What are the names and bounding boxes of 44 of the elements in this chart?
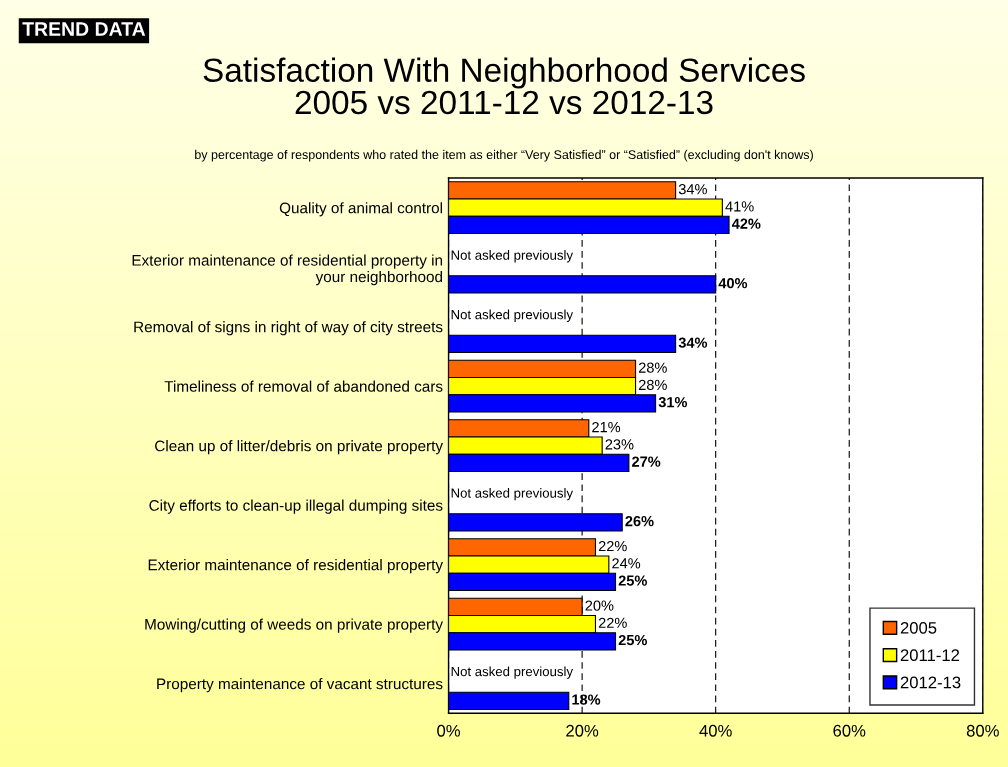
- data-label: 34%: [678, 184, 707, 195]
- x-tick-label: 60%: [833, 724, 866, 737]
- y-tick-label: Exterior maintenance of residential property: [148, 559, 443, 574]
- data-label: 23%: [605, 439, 634, 450]
- annotation: Not asked previously: [451, 309, 574, 322]
- annotation: Not asked previously: [451, 666, 574, 679]
- data-label: 24%: [612, 558, 641, 569]
- y-tick-label: Exterior maintenance of residential property in your neighborhood: [132, 254, 443, 286]
- data-label: 42%: [731, 218, 761, 229]
- y-tick-label: Removal of signs in right of way of city streets: [134, 321, 443, 336]
- data-label: 25%: [618, 634, 647, 646]
- legend-label: 2012-13: [900, 676, 961, 689]
- x-tick-label: 80%: [966, 724, 999, 737]
- bar: [448, 691, 570, 710]
- y-tick-label: Property maintenance of vacant structures: [157, 678, 443, 693]
- x-tick-label: 20%: [566, 724, 599, 737]
- data-label: 41%: [725, 201, 754, 212]
- y-tick-label: Clean up of litter/debris on private property: [155, 440, 443, 455]
- x-tick-label: 40%: [699, 724, 732, 737]
- data-label: 22%: [598, 540, 627, 552]
- x-tick-label: 0%: [437, 724, 461, 737]
- data-label: 34%: [678, 337, 708, 348]
- y-tick-label: City efforts to clean-up illegal dumping sites: [149, 499, 443, 514]
- legend-label: 2011-12: [900, 649, 960, 662]
- data-label: 40%: [718, 278, 748, 289]
- y-tick-label: Mowing/cutting of weeds on private property: [145, 618, 443, 633]
- data-label: 18%: [572, 694, 601, 705]
- data-label: 27%: [632, 456, 661, 467]
- chart-subtitle: by percentage of respondents who rated the item as either “Very Satisfied” or “Satisfied” (excluding don't knows): [195, 149, 813, 162]
- annotation: Not asked previously: [451, 250, 574, 263]
- chart-title: Satisfaction With Neighborhood Services 2005 vs 2011-12 vs 2012-13: [203, 57, 805, 115]
- data-label: 21%: [592, 421, 621, 433]
- y-tick-label: Timeliness of removal of abandoned cars: [164, 380, 443, 392]
- data-label: 26%: [625, 515, 654, 527]
- text: TREND DATA: [22, 22, 146, 36]
- data-label: 25%: [618, 575, 647, 586]
- annotation: Not asked previously: [451, 488, 574, 501]
- data-label: 20%: [585, 600, 614, 611]
- legend-label: 2005: [900, 621, 937, 634]
- data-label: 31%: [658, 396, 688, 408]
- data-label: 22%: [598, 617, 627, 628]
- data-label: 28%: [638, 379, 667, 391]
- data-label: 28%: [638, 362, 667, 373]
- y-tick-label: Quality of animal control: [279, 202, 442, 217]
